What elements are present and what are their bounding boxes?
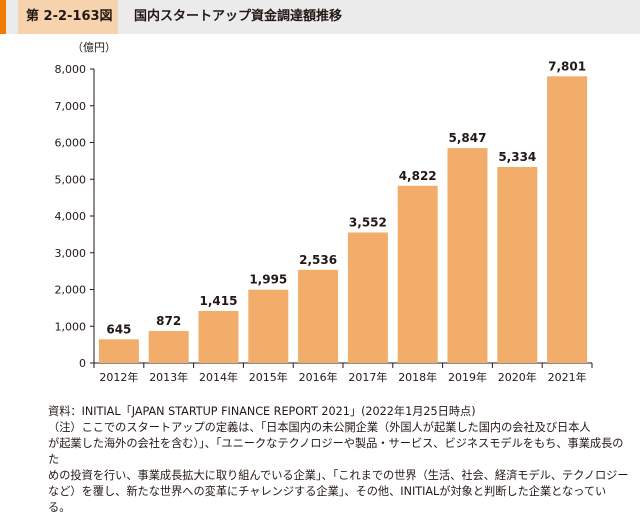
bar xyxy=(198,310,239,363)
y-tick-label: 4,000 xyxy=(55,210,87,223)
data-label: 872 xyxy=(156,314,181,328)
y-tick-label: 6,000 xyxy=(55,137,87,150)
source-notes: 資料：INITIAL「JAPAN STARTUP FINANCE REPORT … xyxy=(48,404,633,516)
y-tick-label: 8,000 xyxy=(55,63,87,76)
note-line: （注）ここでのスタートアップの定義は、「日本国内の未公開企業（外国人が起業した国… xyxy=(48,421,591,434)
y-axis-unit-label: （億円） xyxy=(72,41,116,54)
x-tick-label: 2015年 xyxy=(249,370,288,384)
x-tick-label: 2018年 xyxy=(398,370,437,384)
bar-series xyxy=(98,76,588,364)
data-label: 645 xyxy=(106,322,131,336)
data-label: 7,801 xyxy=(548,59,586,73)
bar xyxy=(447,148,488,363)
y-tick-label: 0 xyxy=(79,357,86,370)
bar xyxy=(547,76,588,364)
bar xyxy=(148,330,189,363)
note-line: が起業した海外の会社を含む）」、「ユニークなテクノロジーや製品・サービス、ビジネ… xyxy=(48,437,624,466)
source-line: 資料：INITIAL「JAPAN STARTUP FINANCE REPORT … xyxy=(48,405,476,418)
chart-axes: 0 1,000 2,000 3,000 4,000 5,000 6,000 7,000 8,00… xyxy=(55,63,593,384)
x-tick-label: 2020年 xyxy=(498,370,537,384)
data-label: 1,415 xyxy=(200,294,238,308)
x-tick-label: 2013年 xyxy=(149,370,188,384)
bar xyxy=(347,232,388,363)
y-tick-label: 2,000 xyxy=(55,284,87,297)
bar xyxy=(298,269,339,363)
data-label: 2,536 xyxy=(299,253,337,267)
data-label: 4,822 xyxy=(399,169,437,183)
figure-title: 国内スタートアップ資金調達額推移 xyxy=(134,9,343,24)
x-tick-label: 2017年 xyxy=(348,370,387,384)
bar xyxy=(497,166,538,363)
note-line: など）を覆し、新たな世界への変革にチャレンジする企業」、その他、INITIALが… xyxy=(48,485,607,498)
y-tick-label: 5,000 xyxy=(55,173,87,186)
x-tick-label: 2021年 xyxy=(548,370,587,384)
figure-header: 第 2-2-163図 国内スタートアップ資金調達額推移 xyxy=(0,0,640,34)
x-tick-label: 2019年 xyxy=(448,370,487,384)
header-accent-bar xyxy=(0,0,6,34)
x-tick-label: 2014年 xyxy=(199,370,238,384)
y-tick-label: 1,000 xyxy=(55,320,87,333)
bar xyxy=(98,339,139,363)
bar xyxy=(397,185,438,363)
y-tick-label: 7,000 xyxy=(55,100,87,113)
x-tick-label: 2012年 xyxy=(99,370,138,384)
data-label: 3,552 xyxy=(349,215,387,229)
data-label: 5,334 xyxy=(498,150,536,164)
data-label: 5,847 xyxy=(449,131,487,145)
x-tick-label: 2016年 xyxy=(299,370,338,384)
bar-chart: （億円） 0 1,000 2,000 3,000 4,000 5,000 6,000 7,00… xyxy=(55,41,593,384)
note-line: めの投資を行い、事業成長拡大に取り組んでいる企業」、「これまでの世界（生活、社会… xyxy=(48,469,629,482)
bar xyxy=(248,289,289,363)
note-line: る。 xyxy=(48,501,71,514)
data-label: 1,995 xyxy=(249,273,287,287)
data-labels: 645 872 1,415 1,995 2,536 3,552 4,822 5,847 5,33… xyxy=(106,59,586,336)
figure-number: 第 2-2-163図 xyxy=(18,0,118,34)
y-tick-label: 3,000 xyxy=(55,247,87,260)
